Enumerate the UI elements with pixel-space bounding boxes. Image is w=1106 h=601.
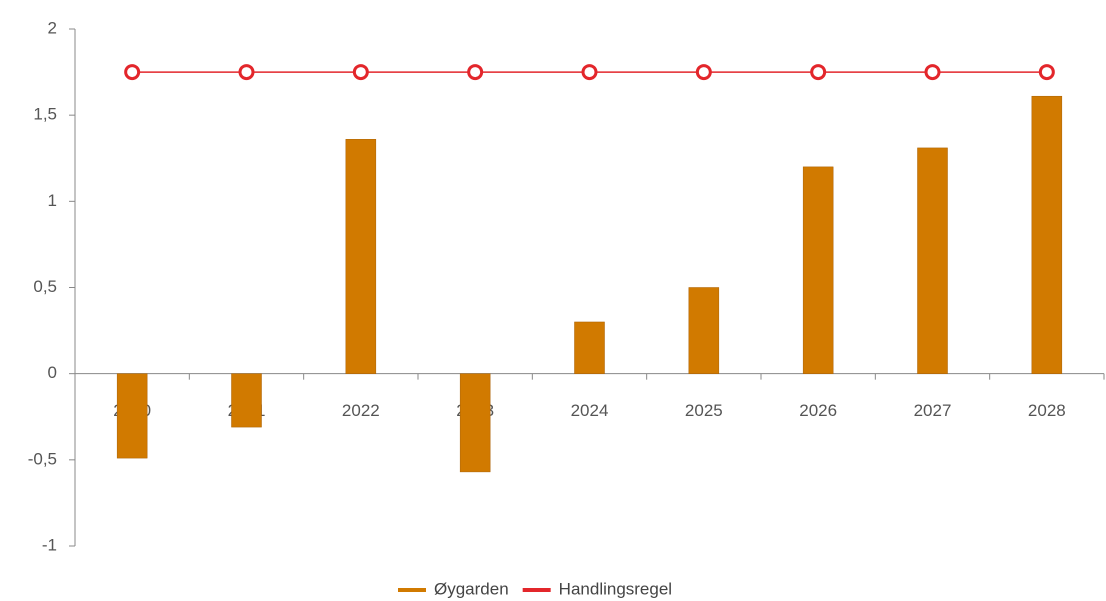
bar	[231, 373, 262, 428]
legend-label: Øygarden	[434, 579, 509, 598]
bar	[1031, 95, 1063, 374]
y-tick-label: 1,5	[33, 105, 57, 124]
y-tick-label: -1	[42, 535, 57, 554]
line-marker	[1038, 64, 1055, 81]
bar	[802, 166, 834, 374]
y-tick-label: 1	[48, 191, 57, 210]
line-marker	[810, 64, 827, 81]
x-tick-label: 2027	[914, 401, 952, 420]
x-tick-label: 2024	[571, 401, 609, 420]
x-tick-label: 2026	[799, 401, 837, 420]
y-tick-label: 2	[48, 18, 57, 37]
bar	[917, 147, 948, 374]
bar	[574, 321, 605, 374]
bar	[688, 287, 720, 374]
x-tick-label: 2022	[342, 401, 380, 420]
x-tick-label: 2025	[685, 401, 723, 420]
line-marker	[581, 64, 598, 81]
legend-label: Handlingsregel	[559, 579, 672, 598]
line-marker	[695, 64, 712, 81]
bar	[116, 373, 148, 459]
x-tick-label: 2028	[1028, 401, 1066, 420]
bar	[345, 139, 377, 374]
legend: Øygarden Handlingsregel	[398, 579, 672, 598]
line-marker	[924, 64, 941, 81]
y-tick-label: -0,5	[28, 449, 57, 468]
line-marker	[352, 64, 369, 81]
line-marker	[238, 64, 255, 81]
y-tick-label: 0,5	[33, 277, 57, 296]
y-tick-label: 0	[48, 363, 57, 382]
bar	[459, 373, 491, 473]
line-marker	[467, 64, 484, 81]
line-marker	[124, 64, 141, 81]
